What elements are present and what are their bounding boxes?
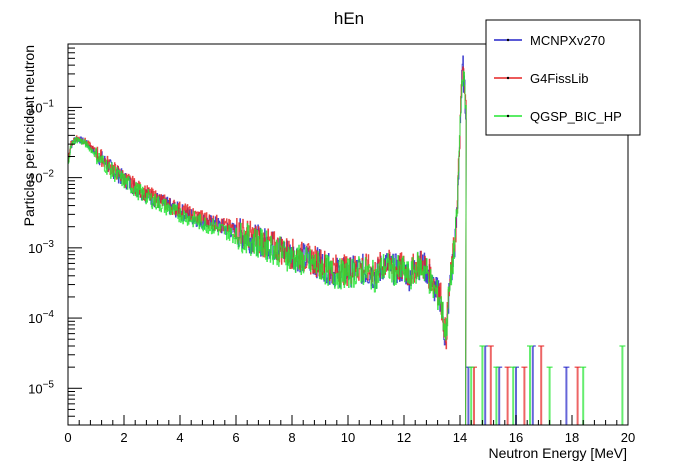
y-tick-label: 10−2 <box>28 169 54 186</box>
chart-title: hEn <box>334 9 364 28</box>
x-tick-label: 16 <box>509 430 523 445</box>
x-tick-label: 12 <box>397 430 411 445</box>
x-tick-label: 6 <box>232 430 239 445</box>
x-axis: 0 2 4 6 8 10 12 14 16 18 20 <box>64 415 635 445</box>
x-tick-label: 4 <box>176 430 183 445</box>
legend-marker <box>506 114 510 118</box>
x-tick-label: 20 <box>621 430 635 445</box>
series-line <box>68 70 467 426</box>
legend: MCNPXv270 G4FissLib QGSP_BIC_HP <box>485 19 641 136</box>
x-tick-label: 10 <box>341 430 355 445</box>
y-axis: 10−5 10−4 10−3 10−2 10−1 <box>28 43 82 426</box>
x-tick-label: 8 <box>288 430 295 445</box>
series-QGSP_BIC_HP <box>68 70 626 426</box>
x-tick-label: 0 <box>64 430 71 445</box>
plot-area <box>68 55 626 426</box>
y-tick-label: 10−3 <box>28 239 54 256</box>
y-axis-title: Particles per incident neutron <box>21 45 37 226</box>
x-tick-label: 2 <box>120 430 127 445</box>
y-tick-label: 10−4 <box>28 309 54 326</box>
y-tick-label: 10−1 <box>28 98 54 115</box>
x-tick-label: 18 <box>565 430 579 445</box>
legend-label: QGSP_BIC_HP <box>530 109 622 124</box>
x-axis-title: Neutron Energy [MeV] <box>488 445 627 461</box>
legend-label: MCNPXv270 <box>530 33 605 48</box>
legend-marker <box>506 38 510 42</box>
y-tick-label: 10−5 <box>28 379 54 396</box>
legend-marker <box>506 76 510 80</box>
x-tick-label: 14 <box>453 430 467 445</box>
legend-label: G4FissLib <box>530 71 589 86</box>
